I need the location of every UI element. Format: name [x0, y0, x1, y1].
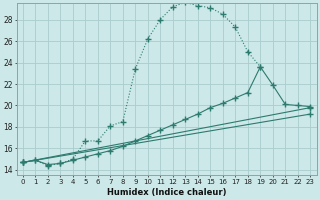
- X-axis label: Humidex (Indice chaleur): Humidex (Indice chaleur): [107, 188, 226, 197]
